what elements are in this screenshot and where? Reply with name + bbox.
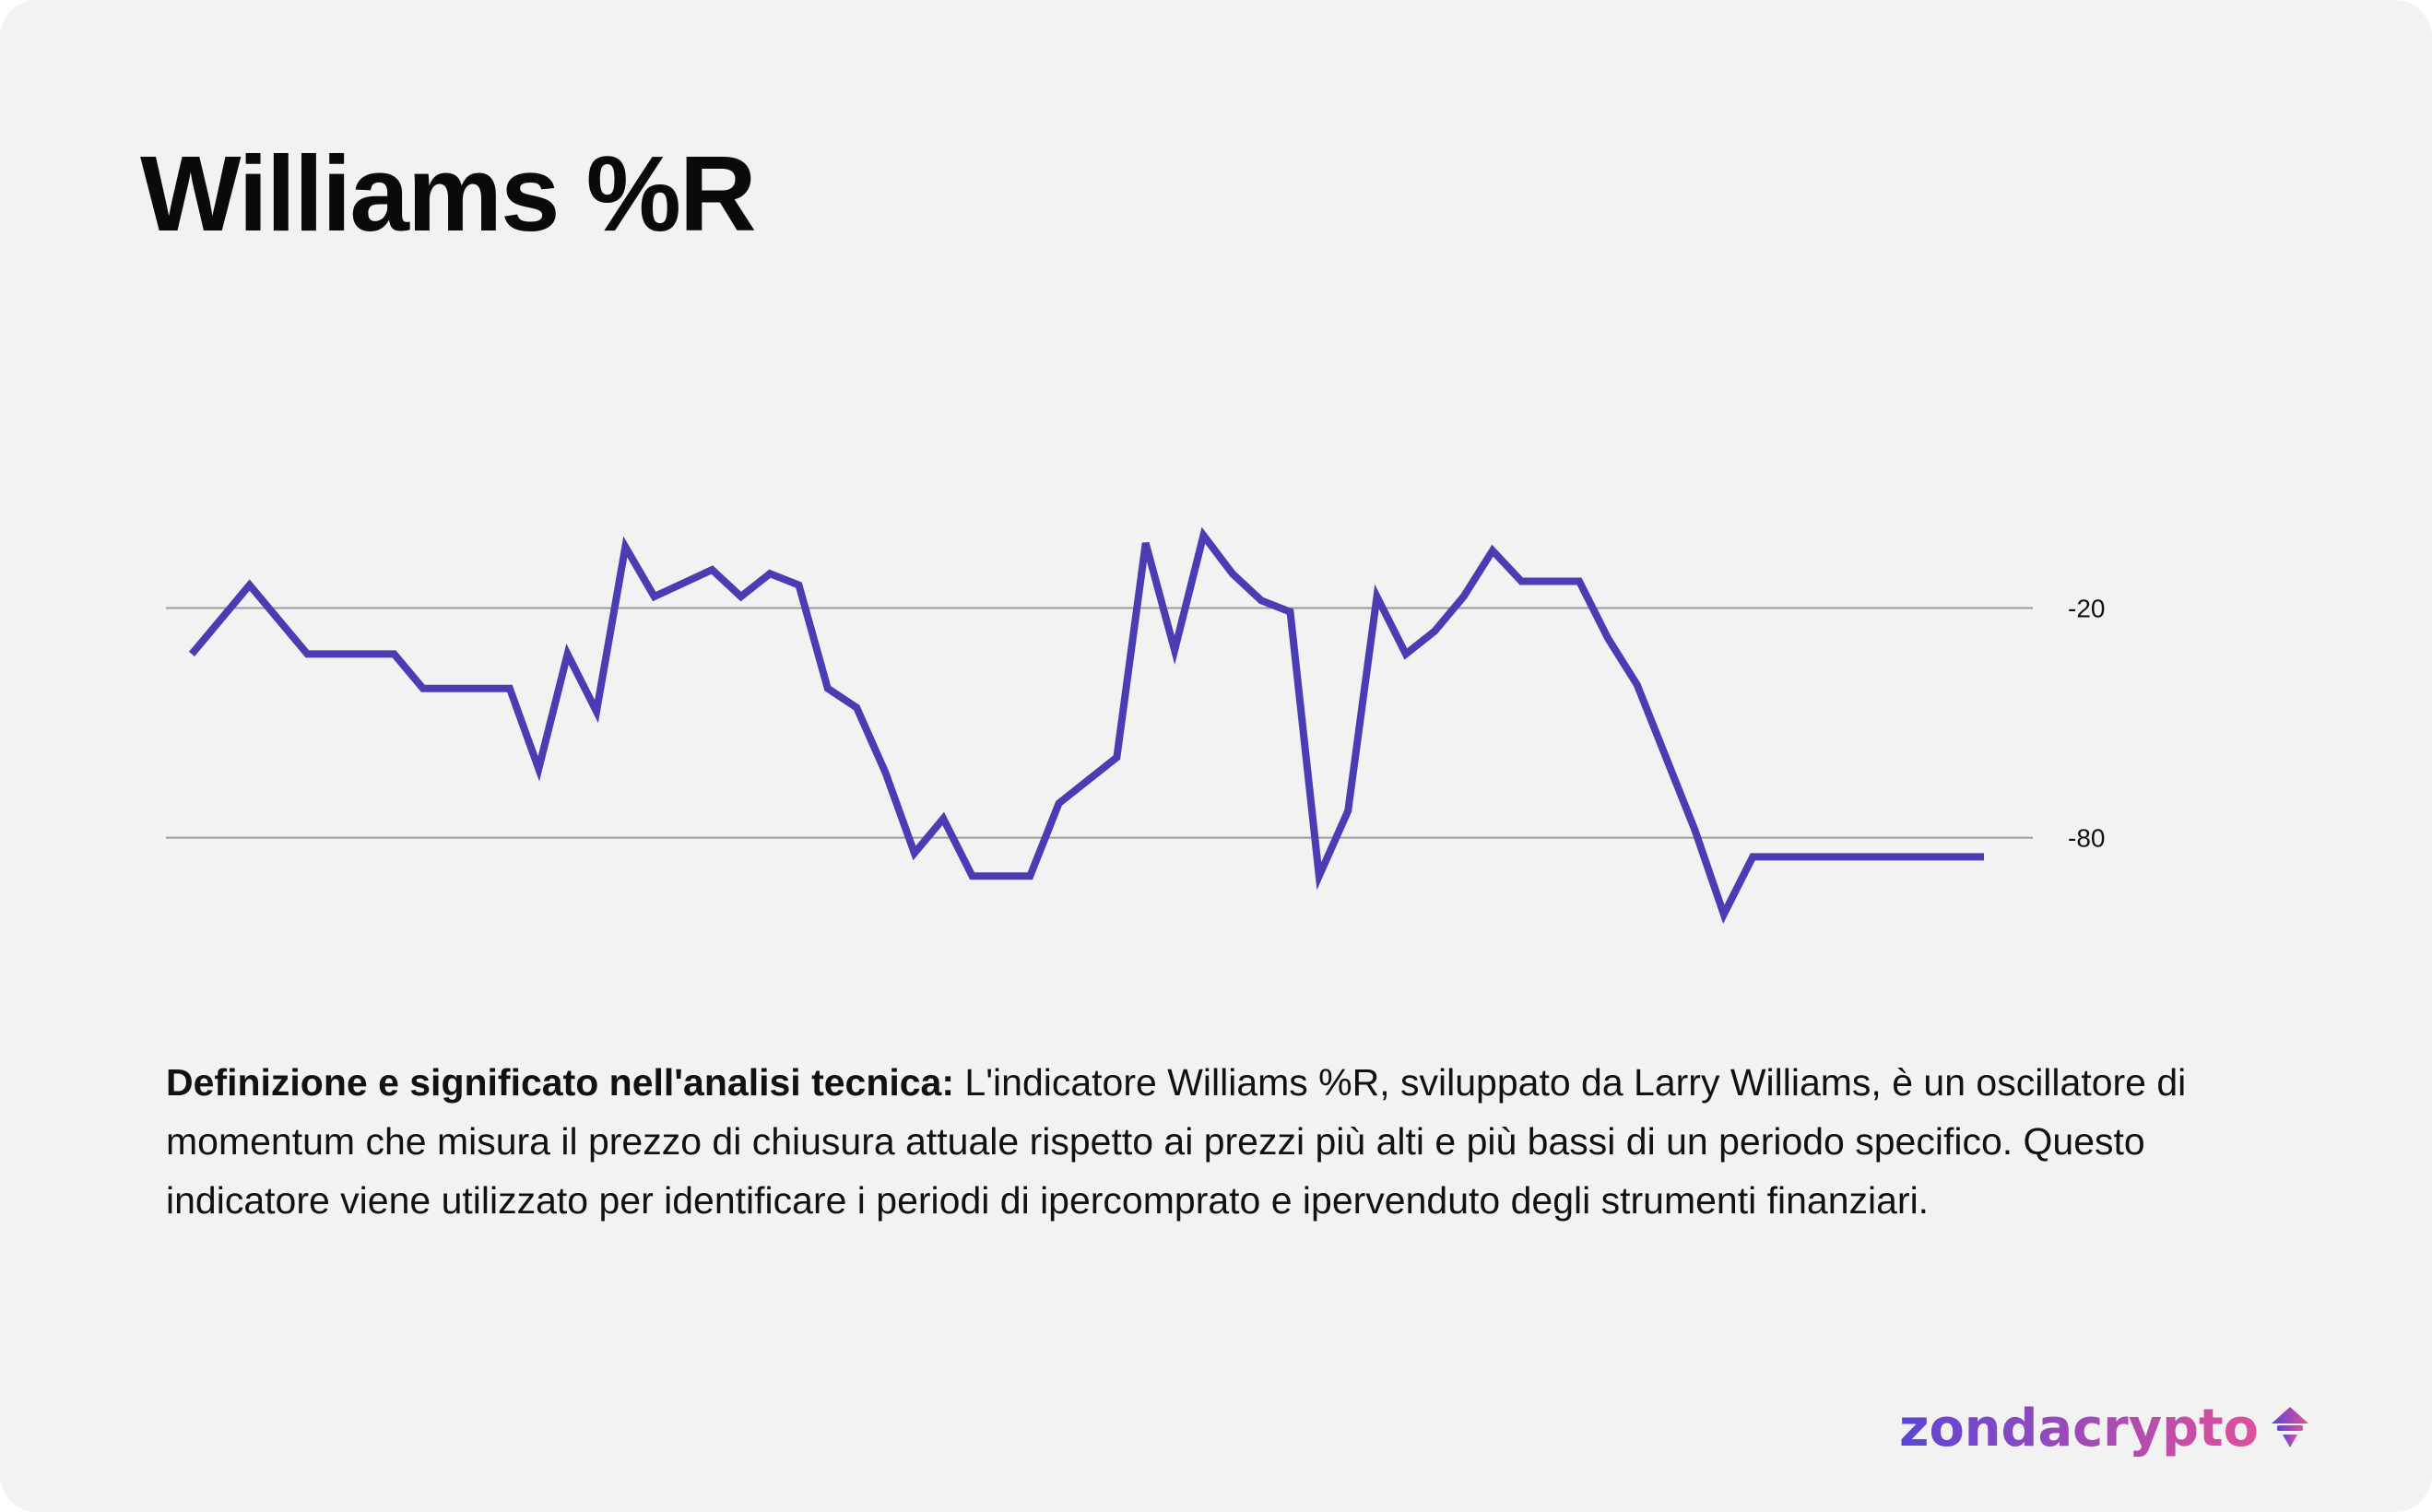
series-line-williams-r (188, 526, 1984, 924)
description: Definizione e significato nell'analisi t… (166, 1053, 2277, 1230)
y-tick-labels: -20 -80 (2068, 595, 2105, 853)
y-tick-label: -80 (2068, 824, 2105, 853)
page-title: Williams %R (140, 134, 757, 254)
description-heading: Definizione e significato nell'analisi t… (166, 1061, 955, 1104)
logo-text: zondacrypto (1899, 1399, 2259, 1459)
reference-lines (166, 607, 2033, 839)
zondacrypto-logo: zondacrypto (1899, 1399, 2308, 1459)
series-layer (188, 526, 1984, 924)
mushroom-logo-icon (2272, 1407, 2308, 1447)
description-text: L'indicatore Williams %R, sviluppato da … (166, 1061, 2187, 1222)
y-tick-label: -20 (2068, 595, 2105, 623)
